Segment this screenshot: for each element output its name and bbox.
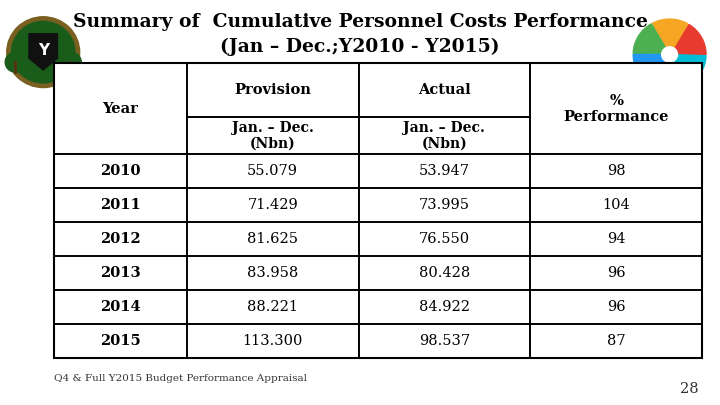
Text: 98.537: 98.537 <box>419 335 470 348</box>
Text: 87: 87 <box>607 335 626 348</box>
Text: 2010: 2010 <box>100 164 140 179</box>
Text: Year: Year <box>102 102 138 115</box>
Text: 88.221: 88.221 <box>247 301 298 314</box>
Text: %
Performance: % Performance <box>563 94 669 124</box>
Text: 94: 94 <box>607 232 626 246</box>
Wedge shape <box>670 24 706 54</box>
Circle shape <box>5 52 26 72</box>
Circle shape <box>6 17 80 87</box>
Text: 96: 96 <box>607 266 626 280</box>
Text: 2013: 2013 <box>100 266 140 280</box>
Text: 113.300: 113.300 <box>243 335 303 348</box>
Text: Q4 & Full Y2015 Budget Performance Appraisal: Q4 & Full Y2015 Budget Performance Appra… <box>54 374 307 383</box>
Text: 71.429: 71.429 <box>248 198 298 213</box>
Text: 84.922: 84.922 <box>419 301 470 314</box>
Wedge shape <box>633 24 670 54</box>
Text: 55.079: 55.079 <box>247 164 298 179</box>
Wedge shape <box>652 54 687 90</box>
Text: Summary of  Cumulative Personnel Costs Performance: Summary of Cumulative Personnel Costs Pe… <box>73 13 647 31</box>
Text: 81.625: 81.625 <box>247 232 298 246</box>
Text: 53.947: 53.947 <box>419 164 470 179</box>
Circle shape <box>662 47 678 62</box>
Text: 2012: 2012 <box>100 232 141 246</box>
Text: 98: 98 <box>607 164 626 179</box>
Text: 2011: 2011 <box>100 198 141 213</box>
Text: Y: Y <box>37 43 49 58</box>
Wedge shape <box>652 19 688 54</box>
Polygon shape <box>29 34 58 70</box>
Text: Actual: Actual <box>418 83 471 97</box>
Text: 28: 28 <box>680 382 698 396</box>
Text: 104: 104 <box>602 198 630 213</box>
Text: 96: 96 <box>607 301 626 314</box>
Text: 2014: 2014 <box>100 301 140 314</box>
Circle shape <box>60 52 81 72</box>
Wedge shape <box>633 54 670 85</box>
Text: 2015: 2015 <box>100 335 141 348</box>
Text: 76.550: 76.550 <box>419 232 470 246</box>
Text: Jan. – Dec.
(Nbn): Jan. – Dec. (Nbn) <box>403 121 485 151</box>
Text: Jan. – Dec.
(Nbn): Jan. – Dec. (Nbn) <box>232 121 314 151</box>
Text: LMPB: LMPB <box>660 79 680 84</box>
Text: Provision: Provision <box>234 83 311 97</box>
Text: 73.995: 73.995 <box>419 198 470 213</box>
Text: 83.958: 83.958 <box>247 266 298 280</box>
Text: (Jan – Dec.;Y2010 - Y2015): (Jan – Dec.;Y2010 - Y2015) <box>220 37 500 56</box>
Wedge shape <box>670 54 706 85</box>
Circle shape <box>12 21 75 83</box>
Text: 80.428: 80.428 <box>419 266 470 280</box>
